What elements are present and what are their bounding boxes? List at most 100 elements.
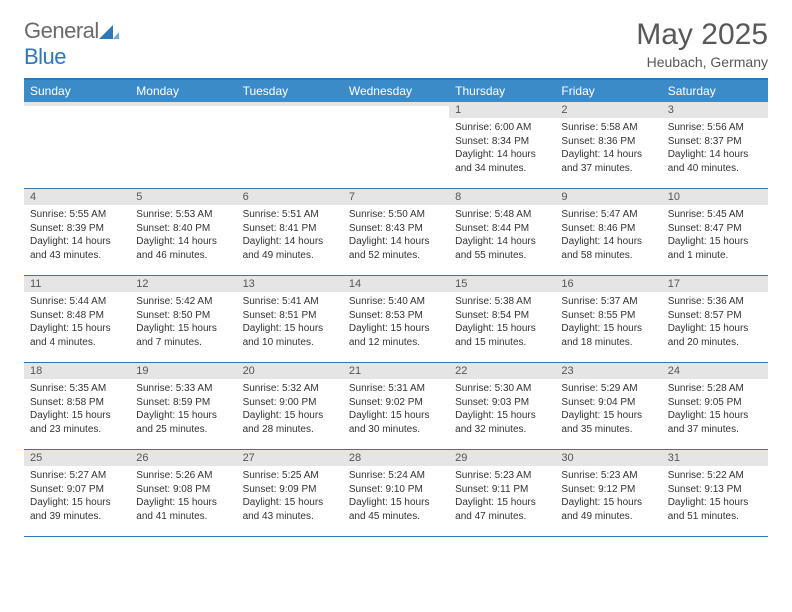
day-line: Sunset: 8:36 PM <box>561 135 655 149</box>
day-cell: 3Sunrise: 5:56 AMSunset: 8:37 PMDaylight… <box>662 102 768 188</box>
day-number: 5 <box>130 189 236 205</box>
day-number: 20 <box>237 363 343 379</box>
day-line: Sunrise: 5:50 AM <box>349 208 443 222</box>
weekday-label: Sunday <box>24 80 130 102</box>
day-number: 12 <box>130 276 236 292</box>
day-line: and 43 minutes. <box>243 510 337 524</box>
day-line: and 12 minutes. <box>349 336 443 350</box>
day-line: Sunset: 8:34 PM <box>455 135 549 149</box>
day-line: and 32 minutes. <box>455 423 549 437</box>
day-line: Sunrise: 6:00 AM <box>455 121 549 135</box>
day-line: Sunset: 9:07 PM <box>30 483 124 497</box>
day-number: 15 <box>449 276 555 292</box>
day-line: Sunset: 9:03 PM <box>455 396 549 410</box>
day-body: Sunrise: 5:53 AMSunset: 8:40 PMDaylight:… <box>130 205 236 266</box>
day-line: Sunrise: 5:41 AM <box>243 295 337 309</box>
day-line: Sunset: 9:05 PM <box>668 396 762 410</box>
day-body: Sunrise: 5:24 AMSunset: 9:10 PMDaylight:… <box>343 466 449 527</box>
day-line: Sunset: 8:51 PM <box>243 309 337 323</box>
day-line: Daylight: 15 hours <box>243 409 337 423</box>
day-number: 1 <box>449 102 555 118</box>
day-body <box>343 106 449 113</box>
day-line: Sunrise: 5:23 AM <box>455 469 549 483</box>
day-cell: 19Sunrise: 5:33 AMSunset: 8:59 PMDayligh… <box>130 363 236 449</box>
day-line: and 37 minutes. <box>561 162 655 176</box>
logo-word-a: General <box>24 18 99 43</box>
day-body: Sunrise: 5:51 AMSunset: 8:41 PMDaylight:… <box>237 205 343 266</box>
day-line: and 37 minutes. <box>668 423 762 437</box>
week-row: 18Sunrise: 5:35 AMSunset: 8:58 PMDayligh… <box>24 363 768 450</box>
week-row: 4Sunrise: 5:55 AMSunset: 8:39 PMDaylight… <box>24 189 768 276</box>
day-line: Sunset: 8:37 PM <box>668 135 762 149</box>
day-line: Sunset: 9:09 PM <box>243 483 337 497</box>
day-cell: 6Sunrise: 5:51 AMSunset: 8:41 PMDaylight… <box>237 189 343 275</box>
day-line: Sunrise: 5:31 AM <box>349 382 443 396</box>
day-line: Sunrise: 5:42 AM <box>136 295 230 309</box>
day-line: Daylight: 15 hours <box>243 496 337 510</box>
day-body: Sunrise: 5:40 AMSunset: 8:53 PMDaylight:… <box>343 292 449 353</box>
logo-word-b: Blue <box>24 44 66 69</box>
day-line: Daylight: 14 hours <box>561 148 655 162</box>
day-number: 4 <box>24 189 130 205</box>
day-number: 10 <box>662 189 768 205</box>
day-line: Daylight: 14 hours <box>455 235 549 249</box>
day-body: Sunrise: 5:23 AMSunset: 9:11 PMDaylight:… <box>449 466 555 527</box>
day-line: Daylight: 15 hours <box>349 409 443 423</box>
day-line: and 52 minutes. <box>349 249 443 263</box>
weekday-label: Monday <box>130 80 236 102</box>
day-line: and 4 minutes. <box>30 336 124 350</box>
week-row: 1 Sunrise: 6:00 AMSunset: 8:34 PM Daylight… <box>24 102 768 189</box>
weekday-label: Friday <box>555 80 661 102</box>
day-body <box>24 106 130 113</box>
day-body: Sunrise: 5:30 AMSunset: 9:03 PMDaylight:… <box>449 379 555 440</box>
day-line: Sunset: 9:12 PM <box>561 483 655 497</box>
day-line: Sunset: 8:59 PM <box>136 396 230 410</box>
day-body: Sunrise: 5:45 AMSunset: 8:47 PMDaylight:… <box>662 205 768 266</box>
day-cell: 13Sunrise: 5:41 AMSunset: 8:51 PMDayligh… <box>237 276 343 362</box>
day-line: Sunset: 8:46 PM <box>561 222 655 236</box>
day-cell: 4Sunrise: 5:55 AMSunset: 8:39 PMDaylight… <box>24 189 130 275</box>
day-body: Sunrise: 5:37 AMSunset: 8:55 PMDaylight:… <box>555 292 661 353</box>
day-body: Sunrise: 5:31 AMSunset: 9:02 PMDaylight:… <box>343 379 449 440</box>
day-line: and 25 minutes. <box>136 423 230 437</box>
day-cell: 11Sunrise: 5:44 AMSunset: 8:48 PMDayligh… <box>24 276 130 362</box>
day-body: Sunrise: 5:41 AMSunset: 8:51 PMDaylight:… <box>237 292 343 353</box>
day-line: Sunrise: 5:35 AM <box>30 382 124 396</box>
day-line: Sunset: 9:11 PM <box>455 483 549 497</box>
day-line: Sunset: 8:40 PM <box>136 222 230 236</box>
day-line: Sunset: 9:13 PM <box>668 483 762 497</box>
day-line: Sunset: 9:02 PM <box>349 396 443 410</box>
day-line: Sunset: 8:41 PM <box>243 222 337 236</box>
day-line: Daylight: 15 hours <box>561 496 655 510</box>
day-body: Sunrise: 5:25 AMSunset: 9:09 PMDaylight:… <box>237 466 343 527</box>
day-body: Sunrise: 5:48 AMSunset: 8:44 PMDaylight:… <box>449 205 555 266</box>
day-line: and 55 minutes. <box>455 249 549 263</box>
day-line: Sunrise: 5:36 AM <box>668 295 762 309</box>
day-body: Sunrise: 5:27 AMSunset: 9:07 PMDaylight:… <box>24 466 130 527</box>
day-line: Sunrise: 5:56 AM <box>668 121 762 135</box>
day-line: and 49 minutes. <box>561 510 655 524</box>
day-line: and 1 minute. <box>668 249 762 263</box>
day-line: Daylight: 15 hours <box>455 496 549 510</box>
day-line: Sunrise: 5:40 AM <box>349 295 443 309</box>
day-line: Sunset: 8:58 PM <box>30 396 124 410</box>
day-cell: 17Sunrise: 5:36 AMSunset: 8:57 PMDayligh… <box>662 276 768 362</box>
day-line: Sunset: 8:53 PM <box>349 309 443 323</box>
day-line: and 15 minutes. <box>455 336 549 350</box>
day-line: Daylight: 15 hours <box>243 322 337 336</box>
day-body: Sunrise: 5:32 AMSunset: 9:00 PMDaylight:… <box>237 379 343 440</box>
day-line: Sunrise: 5:48 AM <box>455 208 549 222</box>
day-cell: 28Sunrise: 5:24 AMSunset: 9:10 PMDayligh… <box>343 450 449 536</box>
day-line: Daylight: 15 hours <box>668 496 762 510</box>
day-line: Daylight: 15 hours <box>349 496 443 510</box>
day-number: 9 <box>555 189 661 205</box>
day-line: Daylight: 15 hours <box>136 409 230 423</box>
day-cell: 14Sunrise: 5:40 AMSunset: 8:53 PMDayligh… <box>343 276 449 362</box>
day-body: Sunrise: 5:28 AMSunset: 9:05 PMDaylight:… <box>662 379 768 440</box>
day-cell <box>343 102 449 188</box>
day-line: Sunset: 9:04 PM <box>561 396 655 410</box>
location: Heubach, Germany <box>636 54 768 70</box>
sail-icon <box>99 23 119 41</box>
day-line: Sunrise: 5:53 AM <box>136 208 230 222</box>
day-body: Sunrise: 5:47 AMSunset: 8:46 PMDaylight:… <box>555 205 661 266</box>
